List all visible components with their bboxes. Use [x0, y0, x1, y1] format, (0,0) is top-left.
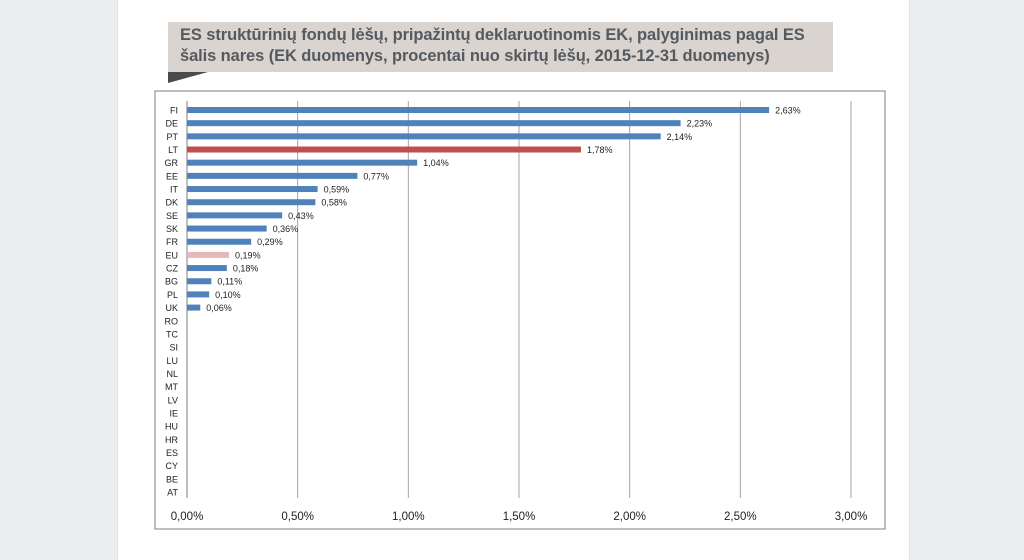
- data-label: 1,78%: [587, 145, 613, 155]
- category-label: BG: [165, 277, 178, 287]
- bar: [187, 159, 418, 166]
- category-label: RO: [165, 316, 179, 326]
- category-label: EU: [165, 250, 178, 260]
- bar: [187, 133, 661, 140]
- category-label: CZ: [166, 264, 178, 274]
- category-label: UK: [165, 303, 178, 313]
- bar: [187, 107, 770, 113]
- data-label: 0,06%: [206, 303, 232, 313]
- data-label: 2,63%: [775, 106, 801, 116]
- category-label: NL: [166, 369, 178, 379]
- data-label: 0,58%: [321, 198, 347, 208]
- bar: [187, 199, 316, 206]
- chart-title: ES struktūrinių fondų lėšų, pripažintų d…: [180, 26, 805, 65]
- bar: [187, 225, 267, 232]
- bar: [187, 265, 227, 272]
- data-label: 0,29%: [257, 237, 283, 247]
- category-label: DK: [165, 198, 178, 208]
- x-tick-label: 1,50%: [503, 511, 536, 523]
- category-label: PL: [167, 290, 178, 300]
- category-label: MT: [165, 382, 178, 392]
- x-axis-tick-labels: 0,00% 0,50% 1,00% 1,50% 2,00% 2,50% 3,00%: [171, 511, 868, 523]
- gridlines: [186, 101, 852, 498]
- bars: [187, 107, 770, 311]
- category-label: AT: [167, 488, 178, 498]
- bar: [187, 278, 212, 285]
- data-label: 0,10%: [215, 290, 241, 300]
- data-label: 0,19%: [235, 250, 261, 260]
- bar: [187, 238, 252, 245]
- x-tick-label: 0,50%: [281, 511, 314, 523]
- category-label: GR: [165, 158, 179, 168]
- category-label: EE: [166, 171, 178, 181]
- category-label: LT: [168, 145, 178, 155]
- category-label: ES: [166, 448, 178, 458]
- bar: [187, 291, 210, 298]
- data-label: 0,77%: [363, 171, 389, 181]
- title-pointer: [168, 72, 208, 83]
- category-label: FR: [166, 237, 178, 247]
- x-tick-label: 2,00%: [613, 511, 646, 523]
- data-label: 0,43%: [288, 211, 314, 221]
- data-label: 0,11%: [217, 277, 242, 287]
- bar: [187, 146, 581, 153]
- category-label: DE: [165, 119, 178, 129]
- category-label: FI: [170, 106, 178, 116]
- bar: [187, 304, 201, 311]
- category-label: LV: [168, 395, 178, 405]
- data-label: 0,59%: [324, 185, 350, 195]
- bar: [187, 212, 283, 219]
- category-label: LU: [166, 356, 178, 366]
- bar: [187, 251, 230, 258]
- category-label: SE: [166, 211, 178, 221]
- category-labels: FI DE PT LT GR EE IT DK SE SK FR EU CZ BG PL UK RO TC SI LU…: [165, 106, 179, 498]
- bar: [187, 172, 358, 179]
- bar: [187, 120, 681, 127]
- category-label: TC: [166, 329, 178, 339]
- category-label: PT: [166, 132, 178, 142]
- category-label: HU: [165, 422, 178, 432]
- data-label: 0,36%: [273, 224, 299, 234]
- data-label: 2,14%: [667, 132, 693, 142]
- data-label: 0,18%: [233, 264, 259, 274]
- x-tick-label: 1,00%: [392, 511, 425, 523]
- category-label: IE: [169, 408, 178, 418]
- category-label: SK: [166, 224, 178, 234]
- data-label: 1,04%: [423, 158, 449, 168]
- data-labels: 2,63% 2,23% 2,14% 1,78% 1,04% 0,77% 0,59% 0,58%…: [206, 106, 800, 314]
- data-label: 2,23%: [687, 119, 713, 129]
- chart-frame: [154, 90, 886, 530]
- bar: [187, 186, 318, 193]
- x-tick-label: 2,50%: [724, 511, 757, 523]
- x-tick-label: 3,00%: [835, 511, 868, 523]
- title-banner: ES struktūrinių fondų lėšų, pripažintų d…: [168, 22, 833, 72]
- category-label: SI: [169, 343, 178, 353]
- category-label: IT: [170, 185, 179, 195]
- category-label: HR: [165, 435, 178, 445]
- category-label: CY: [165, 461, 178, 471]
- category-label: BE: [166, 474, 178, 484]
- x-tick-label: 0,00%: [171, 511, 204, 523]
